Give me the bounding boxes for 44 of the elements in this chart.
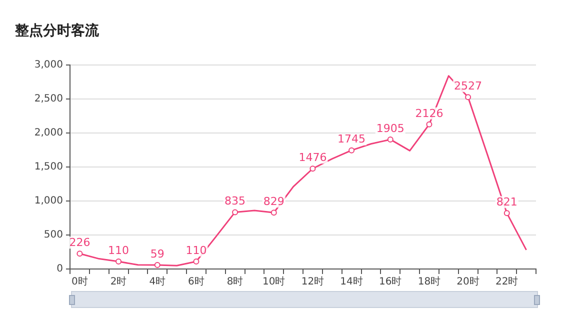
point <box>193 258 200 265</box>
y-tick-label: 1,000 <box>34 196 63 207</box>
y-tick-label: 2,500 <box>34 94 63 105</box>
x-tick-label: 2时 <box>110 276 127 288</box>
y-tick-label: 0 <box>56 264 63 275</box>
data-label: 110 <box>186 244 207 257</box>
y-tick-label: 2,000 <box>34 128 63 139</box>
point <box>426 121 432 128</box>
x-tick-label: 0时 <box>72 276 88 288</box>
point <box>154 262 160 268</box>
point <box>270 210 277 216</box>
y-tick-label: 3,000 <box>34 60 63 71</box>
data-label: 2527 <box>454 80 482 93</box>
point <box>116 258 122 265</box>
data-label: 1745 <box>338 132 366 146</box>
data-label: 829 <box>263 194 284 208</box>
x-tick-label: 12时 <box>301 276 324 288</box>
point <box>232 209 238 216</box>
x-tick-label: 4时 <box>149 276 166 288</box>
point <box>348 147 355 154</box>
data-label: 110 <box>108 244 130 257</box>
point <box>465 94 472 100</box>
point <box>310 166 316 172</box>
data-label: 1905 <box>376 122 404 135</box>
chart-title: 整点分时客流 <box>15 22 99 40</box>
point <box>76 250 83 257</box>
y-tick-label: 1,500 <box>34 162 63 173</box>
x-tick-label: 8时 <box>226 276 244 288</box>
x-tick-label: 10时 <box>262 276 286 288</box>
x-tick-label: 20时 <box>456 276 480 288</box>
data-label: 59 <box>150 247 164 260</box>
x-tick-label: 16时 <box>379 276 402 288</box>
y-tick-label: 500 <box>44 230 63 241</box>
point <box>387 136 394 142</box>
x-tick-label: 18时 <box>418 276 441 288</box>
data-label: 821 <box>496 196 518 209</box>
data-label: 226 <box>69 236 90 249</box>
x-tick-label: 6时 <box>188 276 204 288</box>
data-label: 835 <box>224 194 246 208</box>
data-label: 1476 <box>298 150 327 164</box>
x-tick-label: 22时 <box>496 276 518 288</box>
x-tick-label: 14时 <box>340 276 363 288</box>
data-label: 2126 <box>415 106 444 120</box>
point <box>504 210 510 216</box>
